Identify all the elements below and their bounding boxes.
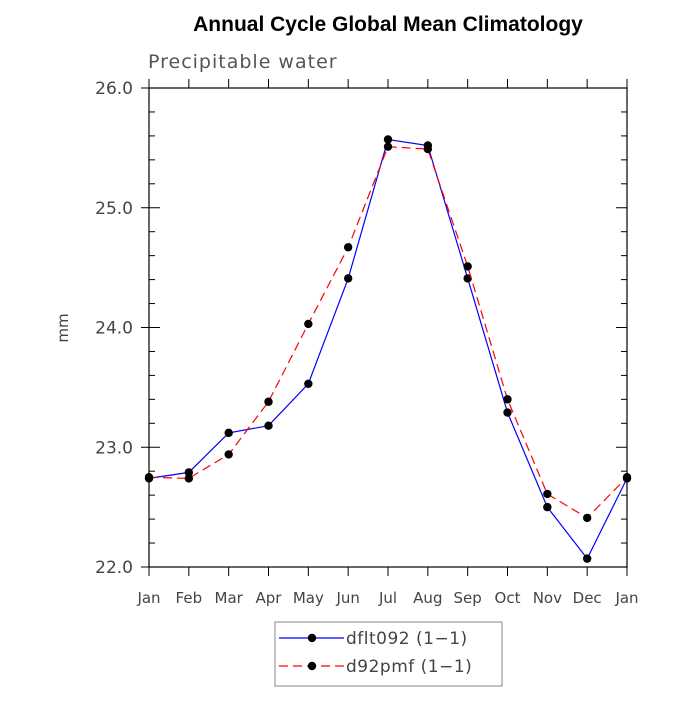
legend-item: d92pmf (1−1): [279, 657, 472, 677]
legend-marker: [307, 633, 317, 643]
plot-frame: [148, 87, 628, 568]
series-line: [148, 146, 628, 519]
y-tick-labels: 22.0 23.0 24.0 25.0 26.0: [95, 79, 133, 578]
data-point: [184, 468, 194, 477]
data-point: [463, 274, 472, 283]
x-tick-label: Oct: [495, 589, 521, 607]
x-tick-label: Dec: [573, 589, 602, 607]
data-point: [503, 408, 512, 417]
series-1: [144, 135, 632, 563]
legend-item: dflt092 (1−1): [279, 629, 468, 649]
data-point: [343, 243, 353, 252]
x-tick-label: Jul: [378, 589, 397, 607]
data-point: [463, 262, 472, 271]
data-point: [343, 274, 353, 283]
data-point: [184, 474, 194, 483]
data-point: [264, 397, 273, 406]
y-axis-label: mm: [54, 313, 72, 342]
y-tick-label: 24.0: [95, 319, 133, 339]
legend-items: dflt092 (1−1) d92pmf (1−1): [279, 629, 472, 677]
y-tick-label: 26.0: [95, 79, 133, 99]
x-tick-label: Jun: [335, 589, 359, 607]
axis-ticks: [141, 79, 628, 576]
x-tick-labels: Jan Feb Mar Apr May Jun Jul Aug Sep Oct Nov Dec Jan: [136, 589, 638, 607]
chart-title: Annual Cycle Global Mean Climatology: [193, 13, 583, 36]
data-point: [304, 379, 313, 388]
x-tick-label: Aug: [413, 589, 442, 607]
y-tick-label: 25.0: [95, 199, 133, 219]
x-tick-label: Jan: [614, 589, 638, 607]
x-tick-label: May: [293, 589, 324, 607]
legend-label: dflt092 (1−1): [346, 629, 468, 649]
data-point: [423, 144, 433, 154]
x-tick-label: Mar: [215, 589, 244, 607]
legend-marker: [307, 661, 317, 671]
data-point: [304, 319, 313, 329]
data-point: [582, 554, 592, 563]
x-tick-label: Jan: [136, 589, 160, 607]
series-2: [144, 142, 632, 523]
x-tick-label: Sep: [454, 589, 482, 607]
series-line: [148, 138, 628, 560]
x-tick-label: Nov: [533, 589, 562, 607]
legend-label: d92pmf (1−1): [346, 657, 472, 677]
series-layer: [144, 135, 632, 563]
data-point: [543, 502, 552, 512]
data-point: [224, 450, 233, 459]
x-tick-label: Apr: [256, 589, 283, 607]
data-point: [503, 395, 512, 404]
data-point: [383, 142, 393, 151]
data-point: [543, 489, 552, 499]
data-point: [582, 513, 592, 523]
y-tick-label: 22.0: [95, 558, 133, 578]
legend: dflt092 (1−1) d92pmf (1−1): [274, 621, 503, 687]
data-point: [264, 421, 273, 430]
data-point: [383, 135, 393, 144]
data-point: [224, 428, 233, 438]
chart-subtitle: Precipitable water: [148, 51, 338, 73]
x-tick-label: Feb: [176, 589, 203, 607]
y-tick-label: 23.0: [95, 438, 133, 458]
legend-box: [274, 621, 503, 687]
